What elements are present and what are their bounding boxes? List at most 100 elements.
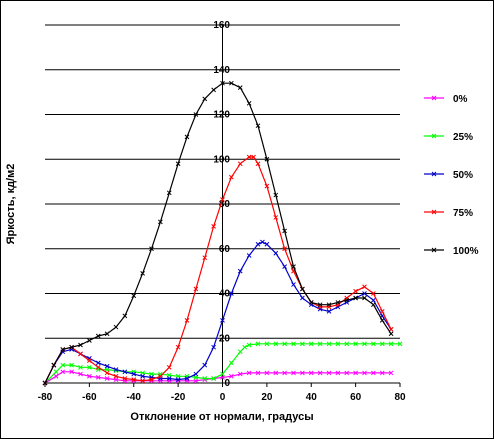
data-point-25-pct bbox=[371, 341, 376, 347]
data-point-25-pct bbox=[353, 341, 358, 347]
data-point-100-pct bbox=[193, 112, 199, 117]
data-point-100-pct bbox=[291, 264, 296, 270]
data-point-25-pct bbox=[397, 341, 403, 347]
data-point-75-pct bbox=[220, 197, 225, 202]
x-tick-label: 40 bbox=[306, 392, 318, 403]
data-point-25-pct bbox=[237, 349, 243, 355]
legend-marker-75-pct bbox=[431, 209, 437, 215]
x-tick-label: 20 bbox=[261, 392, 273, 403]
x-tick-label: -80 bbox=[38, 392, 53, 403]
data-point-50-pct bbox=[291, 282, 296, 287]
data-point-25-pct bbox=[317, 341, 323, 347]
data-point-50-pct bbox=[131, 371, 137, 377]
data-point-50-pct bbox=[175, 377, 181, 382]
data-point-100-pct bbox=[149, 246, 154, 252]
data-point-75-pct bbox=[131, 377, 137, 382]
data-point-75-pct bbox=[229, 174, 234, 180]
data-point-100-pct bbox=[140, 271, 145, 276]
data-point-50-pct bbox=[246, 253, 252, 258]
data-point-100-pct bbox=[104, 331, 110, 337]
data-point-0-pct bbox=[237, 371, 243, 377]
data-point-100-pct bbox=[388, 331, 394, 337]
data-point-75-pct bbox=[193, 286, 199, 292]
data-point-100-pct bbox=[202, 96, 208, 102]
legend-label-50-pct: 50% bbox=[453, 170, 473, 181]
legend-marker-50-pct bbox=[431, 171, 437, 177]
data-point-0-pct bbox=[246, 370, 252, 376]
data-point-100-pct bbox=[317, 302, 323, 308]
data-point-25-pct bbox=[264, 341, 270, 347]
data-point-100-pct bbox=[211, 87, 216, 93]
data-point-75-pct bbox=[362, 284, 367, 290]
data-point-75-pct bbox=[237, 161, 243, 167]
y-tick-label: 140 bbox=[213, 65, 230, 76]
data-point-0-pct bbox=[371, 370, 376, 376]
data-point-25-pct bbox=[379, 341, 385, 347]
data-point-50-pct bbox=[140, 373, 145, 379]
data-point-25-pct bbox=[308, 341, 314, 347]
data-point-100-pct bbox=[344, 297, 350, 303]
data-point-75-pct bbox=[273, 215, 279, 220]
data-point-75-pct bbox=[78, 351, 83, 357]
legend-label-0-pct: 0% bbox=[453, 94, 468, 105]
data-point-100-pct bbox=[379, 317, 385, 323]
data-point-75-pct bbox=[184, 317, 190, 323]
data-point-50-pct bbox=[220, 317, 225, 323]
data-point-25-pct bbox=[60, 362, 66, 368]
data-point-50-pct bbox=[264, 241, 270, 247]
x-tick-label: 0 bbox=[220, 392, 226, 403]
series-line-75-pct bbox=[44, 156, 392, 384]
data-point-0-pct bbox=[229, 373, 234, 379]
y-tick-label: 0 bbox=[224, 378, 230, 389]
data-point-25-pct bbox=[229, 360, 234, 366]
y-tick-labels: 0 20 40 60 80 100 120 140 160 bbox=[213, 20, 230, 389]
data-point-50-pct bbox=[229, 291, 234, 296]
data-point-50-pct bbox=[95, 360, 101, 366]
data-point-25-pct bbox=[344, 341, 350, 347]
data-point-75-pct bbox=[388, 326, 394, 332]
data-point-50-pct bbox=[166, 376, 172, 381]
data-point-100-pct bbox=[237, 85, 243, 91]
x-axis-title: Отклонение от нормали, градусы bbox=[130, 411, 313, 423]
data-point-50-pct bbox=[211, 344, 216, 350]
x-tick-label: 60 bbox=[350, 392, 362, 403]
data-point-0-pct bbox=[291, 370, 296, 376]
data-point-50-pct bbox=[113, 367, 119, 372]
data-point-100-pct bbox=[335, 300, 341, 305]
data-point-25-pct bbox=[69, 362, 74, 368]
y-tick-label: 20 bbox=[219, 333, 231, 344]
data-point-0-pct bbox=[282, 370, 287, 376]
data-point-75-pct bbox=[104, 370, 110, 376]
data-point-50-pct bbox=[184, 376, 190, 381]
data-point-25-pct bbox=[78, 364, 83, 370]
data-point-50-pct bbox=[282, 264, 287, 270]
axes bbox=[44, 25, 401, 387]
data-point-100-pct bbox=[122, 313, 128, 319]
data-point-100-pct bbox=[282, 228, 287, 234]
data-point-100-pct bbox=[158, 219, 163, 225]
y-tick-label: 40 bbox=[219, 289, 231, 300]
data-point-25-pct bbox=[211, 376, 216, 381]
data-point-100-pct bbox=[131, 293, 137, 299]
legend-marker-0-pct bbox=[431, 95, 437, 101]
data-point-0-pct bbox=[308, 370, 314, 376]
series-line-100-pct bbox=[44, 82, 392, 384]
data-point-75-pct bbox=[246, 154, 252, 160]
data-point-100-pct bbox=[184, 134, 190, 140]
data-point-50-pct bbox=[300, 295, 305, 301]
data-point-100-pct bbox=[300, 286, 305, 292]
data-point-50-pct bbox=[237, 268, 243, 274]
x-tick-label: -60 bbox=[82, 392, 97, 403]
data-point-50-pct bbox=[104, 363, 110, 369]
data-point-25-pct bbox=[291, 341, 296, 347]
data-point-25-pct bbox=[273, 341, 279, 347]
data-point-75-pct bbox=[95, 364, 101, 370]
data-point-75-pct bbox=[87, 358, 92, 363]
data-point-0-pct bbox=[353, 370, 358, 376]
x-tick-label: -20 bbox=[171, 392, 186, 403]
data-point-50-pct bbox=[362, 291, 367, 296]
data-point-25-pct bbox=[282, 341, 287, 347]
data-point-100-pct bbox=[362, 295, 367, 301]
data-point-0-pct bbox=[379, 370, 385, 376]
